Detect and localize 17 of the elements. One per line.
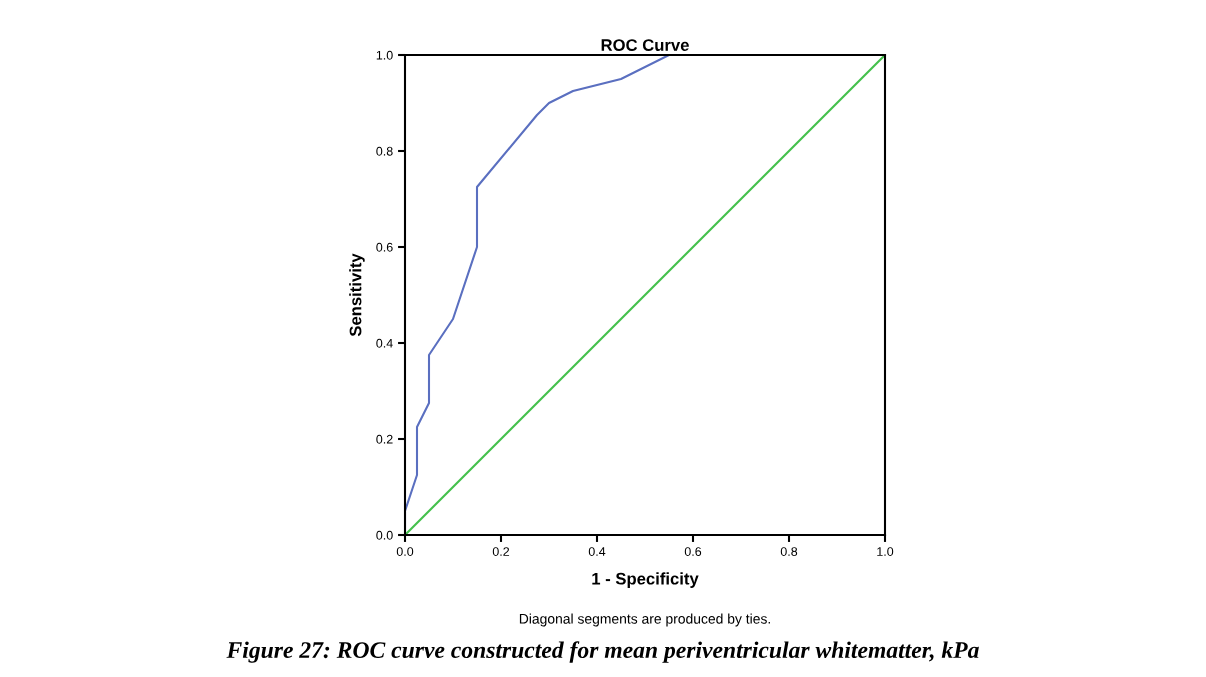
x-tick-label: 0.4 [588,547,606,556]
y-tick-label: 1.0 [376,50,393,60]
y-tick-label: 0.2 [376,434,393,444]
y-tick-label: 0.6 [376,242,393,252]
chart-title: ROC Curve [601,39,689,51]
x-tick-label: 1.0 [877,547,894,556]
text: Diagonal segments are produced by ties. [519,613,770,627]
caption: Figure 27: ROC curve constructed for mean periventricular whitematter, kPa [226,641,979,663]
x-tick-label: 0.0 [396,547,414,556]
y-tick-label: 0.8 [376,146,393,156]
y-tick-label: 0.0 [376,530,393,540]
x-tick-label: 0.2 [492,547,510,556]
x-tick-label: 0.8 [780,547,798,556]
y-tick-label: 0.4 [376,338,393,348]
x-tick-label: 0.6 [684,547,702,556]
y-axis-title: Sensitivity [349,253,365,337]
x-axis-title: 1 - Specificity [592,572,699,588]
